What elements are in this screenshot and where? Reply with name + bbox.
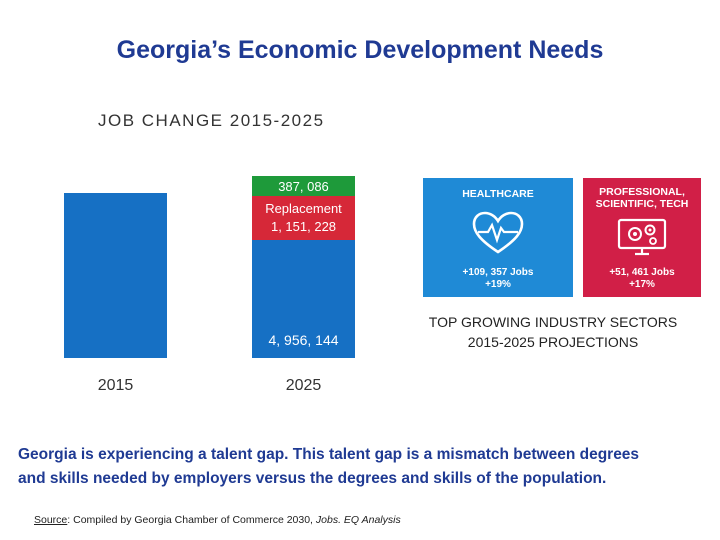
sectors-caption-line2: 2015-2025 PROJECTIONS [467, 334, 639, 350]
page-title: Georgia’s Economic Development Needs [116, 36, 604, 64]
label-base-2015: 4,569,958 [84, 355, 146, 371]
source-label: Source [34, 514, 68, 526]
bar-2025-replacement [252, 196, 355, 240]
bar-2015 [64, 193, 167, 358]
healthcare-card-title: HEALTHCARE [462, 188, 534, 200]
chart-subtitle: JOB CHANGE 2015-2025 [98, 111, 325, 130]
healthcare-jobs: +109, 357 Jobs [462, 267, 534, 278]
bar-2025-growth [252, 176, 355, 196]
statement-line1: Georgia is experiencing a talent gap. Th… [18, 446, 640, 463]
label-growth: 387, 086 [278, 179, 329, 194]
heart-pulse-icon [472, 211, 524, 254]
label-replacement-name: Replacement [265, 201, 342, 216]
sectors-caption-line1: TOP GROWING INDUSTRY SECTORS [428, 314, 678, 330]
professional-tech-card-title: PROFESSIONAL, SCIENTIFIC, TECH [583, 186, 701, 210]
professional-tech-pct: +17% [629, 279, 655, 290]
label-replacement-value: 1, 151, 228 [271, 219, 336, 234]
source-italic: Jobs. EQ Analysis [315, 514, 401, 526]
source-text: : Compiled by Georgia Chamber of Commerc… [67, 514, 316, 526]
healthcare-pct: +19% [485, 279, 511, 290]
professional-tech-card: PROFESSIONAL, SCIENTIFIC, TECH +51, 461 … [583, 178, 701, 297]
statement-line2: and skills needed by employers versus th… [18, 470, 607, 487]
healthcare-stats: +109, 357 Jobs +19% [423, 267, 573, 291]
professional-tech-title-line1: PROFESSIONAL, [599, 186, 685, 198]
professional-tech-stats: +51, 461 Jobs +17% [583, 267, 701, 291]
professional-tech-jobs: +51, 461 Jobs [609, 267, 675, 278]
professional-tech-title-line2: SCIENTIFIC, TECH [595, 198, 689, 210]
sectors-caption: TOP GROWING INDUSTRY SECTORS 2015-2025 P… [412, 312, 694, 352]
job-change-chart: 387, 086 Replacement 1, 151, 228 4, 956, 14… [64, 176, 355, 394]
talent-gap-statement: Georgia is experiencing a talent gap. Th… [18, 443, 718, 491]
label-base-2025: 4, 956, 144 [268, 332, 338, 348]
healthcare-card: HEALTHCARE +109, 357 Jobs +19% [423, 178, 573, 297]
tick-2015: 2015 [98, 377, 134, 394]
tick-2025: 2025 [286, 377, 322, 394]
gear-monitor-icon [617, 218, 667, 256]
source-note: Source: Compiled by Georgia Chamber of C… [34, 514, 401, 526]
